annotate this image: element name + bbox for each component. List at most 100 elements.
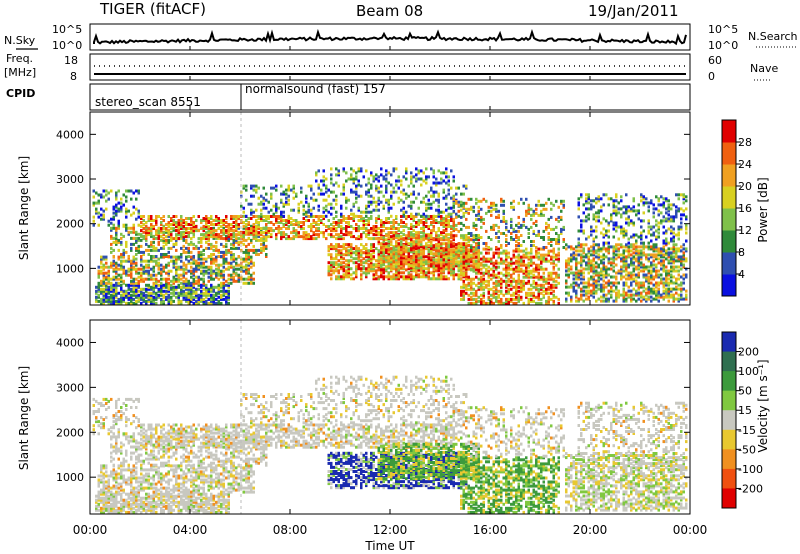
power-cell — [452, 209, 455, 213]
power-cell — [465, 207, 468, 211]
power-cell — [367, 249, 370, 253]
power-cell — [447, 223, 450, 226]
power-cell — [557, 259, 560, 263]
power-cell — [477, 209, 480, 213]
power-cell — [375, 229, 378, 233]
power-cell — [552, 279, 555, 283]
power-cell — [357, 208, 360, 212]
power-cell — [250, 240, 253, 244]
power-cell — [162, 233, 165, 237]
power-cell — [135, 230, 138, 234]
power-cell — [340, 212, 343, 216]
power-cell — [115, 301, 118, 305]
power-cell — [397, 275, 400, 279]
power-cell — [452, 264, 455, 268]
power-cell — [255, 253, 258, 256]
power-cell — [447, 240, 450, 244]
power-cell — [420, 275, 423, 279]
power-cell — [600, 261, 603, 265]
power-cell — [600, 249, 603, 253]
power-cell — [357, 259, 360, 263]
power-cell — [482, 221, 485, 225]
power-cell — [527, 227, 530, 231]
power-cell — [347, 269, 350, 273]
power-cell — [230, 227, 233, 230]
power-cell — [327, 273, 330, 277]
power-cell — [397, 277, 400, 281]
power-cell — [232, 275, 235, 279]
power-cell — [467, 297, 470, 301]
power-cell — [120, 295, 123, 299]
power-cell — [165, 255, 168, 258]
power-cell — [147, 277, 150, 281]
power-cell — [410, 235, 413, 239]
power-cell — [462, 249, 465, 253]
power-cell — [367, 257, 370, 261]
power-cell — [352, 214, 355, 218]
power-cell — [227, 291, 230, 295]
power-cell — [420, 271, 423, 275]
power-cell — [240, 204, 243, 208]
power-cell — [485, 244, 488, 247]
power-cell — [427, 175, 430, 179]
power-cell — [252, 236, 255, 240]
power-cell — [360, 267, 363, 271]
power-cell — [417, 268, 420, 272]
power-cell — [397, 254, 400, 258]
power-cell — [245, 214, 248, 218]
power-cell — [190, 291, 193, 295]
power-cell — [610, 293, 613, 297]
power-cell — [460, 261, 463, 265]
power-cell — [180, 223, 183, 226]
power-cell — [587, 259, 590, 263]
power-cell — [487, 269, 490, 273]
power-cell — [597, 263, 600, 267]
power-cell — [470, 207, 473, 211]
power-cell — [485, 279, 488, 283]
power-cell — [140, 217, 143, 220]
power-cell — [465, 255, 468, 259]
power-cell — [615, 249, 618, 253]
power-cell — [170, 227, 173, 230]
power-cell — [425, 217, 428, 220]
power-cell — [397, 234, 400, 238]
power-cell — [460, 257, 463, 261]
freq-tick-bottom: 8 — [70, 70, 77, 83]
power-cell — [447, 212, 450, 216]
power-cell — [482, 291, 485, 295]
power-cell — [380, 254, 383, 258]
power-cell — [222, 259, 225, 263]
power-cell — [380, 246, 383, 250]
power-cell — [367, 219, 370, 222]
power-cell — [400, 256, 403, 260]
power-cell — [260, 228, 263, 232]
power-cell — [177, 229, 180, 233]
power-cell — [192, 295, 195, 299]
power-cell — [147, 287, 150, 291]
power-cell — [605, 265, 608, 269]
power-cell — [200, 227, 203, 230]
power-cell — [387, 277, 390, 281]
power-cell — [97, 265, 100, 269]
power-cell — [217, 287, 220, 291]
power-cell — [232, 225, 235, 228]
power-cell — [465, 287, 468, 291]
power-cell — [420, 268, 423, 272]
power-cell — [237, 233, 240, 237]
power-cell — [465, 285, 468, 289]
power-cell — [232, 246, 235, 250]
power-cell — [265, 229, 268, 233]
power-cell — [415, 252, 418, 256]
power-cell — [517, 257, 520, 261]
power-cell — [607, 245, 610, 249]
power-cell — [497, 293, 500, 297]
power-cell — [277, 221, 280, 224]
power-cell — [530, 259, 533, 263]
power-cell — [487, 283, 490, 287]
power-cell — [185, 295, 188, 299]
power-cell — [437, 252, 440, 256]
power-cell — [490, 209, 493, 213]
power-cell — [345, 231, 348, 235]
power-cell — [135, 301, 138, 305]
power-cell — [377, 231, 380, 235]
